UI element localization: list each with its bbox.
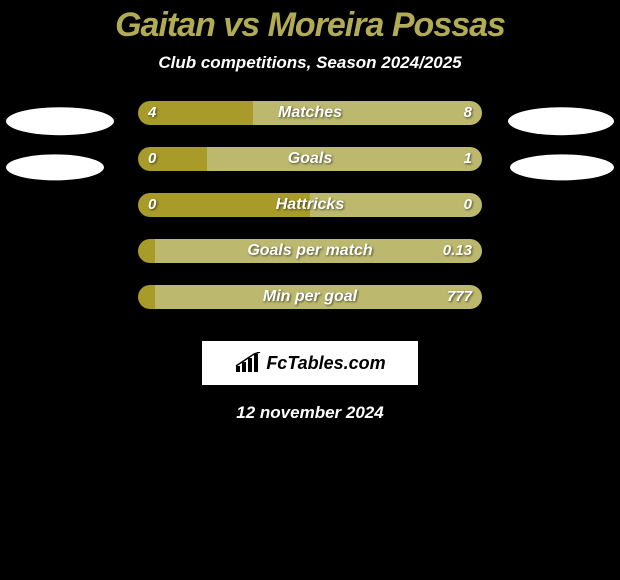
snapshot-date: 12 november 2024 [0, 403, 620, 423]
stat-label: Goals [138, 147, 482, 171]
player-right-marker [510, 154, 614, 180]
brand-chart-icon [234, 352, 262, 374]
stat-bar: 0.13Goals per match [138, 239, 482, 263]
stat-label: Hattricks [138, 193, 482, 217]
brand-badge: FcTables.com [202, 341, 418, 385]
player-left-marker [6, 107, 114, 135]
stats-rows: 48Matches 01Goals 00Hattricks 0.13Goals per… [0, 101, 620, 331]
stat-row: 01Goals [0, 147, 620, 193]
stat-bar: 00Hattricks [138, 193, 482, 217]
player-right-marker [508, 107, 614, 135]
stat-row: 777Min per goal [0, 285, 620, 331]
comparison-title: Gaitan vs Moreira Possas [0, 0, 620, 45]
stat-bar: 777Min per goal [138, 285, 482, 309]
comparison-subtitle: Club competitions, Season 2024/2025 [0, 53, 620, 73]
stat-label: Goals per match [138, 239, 482, 263]
stat-row: 0.13Goals per match [0, 239, 620, 285]
player-left-marker [6, 154, 104, 180]
stat-row: 00Hattricks [0, 193, 620, 239]
stat-bar: 48Matches [138, 101, 482, 125]
stat-row: 48Matches [0, 101, 620, 147]
stat-label: Min per goal [138, 285, 482, 309]
stat-label: Matches [138, 101, 482, 125]
stat-bar: 01Goals [138, 147, 482, 171]
brand-text: FcTables.com [266, 353, 385, 374]
